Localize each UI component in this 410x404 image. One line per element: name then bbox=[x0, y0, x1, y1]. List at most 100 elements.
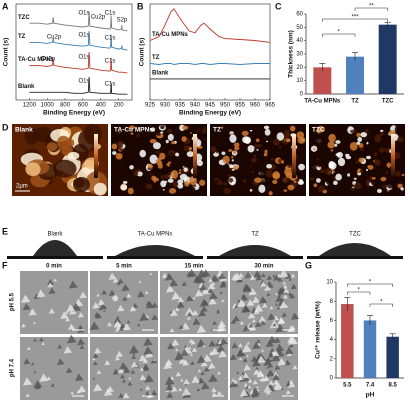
sem-texture bbox=[116, 281, 121, 286]
afm-texture bbox=[371, 177, 376, 180]
y-tick-label: 8 bbox=[330, 299, 334, 305]
sem-texture bbox=[103, 388, 113, 397]
sem-texture bbox=[41, 341, 45, 346]
afm-image bbox=[12, 123, 108, 196]
droplet bbox=[33, 240, 77, 256]
sem-texture bbox=[267, 312, 276, 321]
sem-texture bbox=[212, 320, 217, 326]
sem-texture bbox=[192, 317, 201, 326]
sem-texture bbox=[288, 278, 292, 281]
sem-texture bbox=[277, 277, 283, 282]
afm-title: Blank bbox=[15, 127, 33, 134]
sem-texture bbox=[187, 269, 197, 278]
afm-texture bbox=[157, 163, 163, 169]
sem-texture bbox=[197, 369, 202, 373]
sem-texture bbox=[208, 340, 217, 347]
sem-texture bbox=[288, 336, 299, 345]
y-axis-label: Cu²⁺ release (wt%) bbox=[315, 301, 322, 359]
significance-label: * bbox=[357, 288, 360, 294]
sem-texture bbox=[230, 319, 237, 324]
afm-texture bbox=[251, 157, 258, 163]
afm-texture bbox=[337, 157, 346, 167]
afm-texture bbox=[340, 192, 345, 196]
sem-texture bbox=[200, 305, 208, 312]
sem-texture bbox=[113, 297, 119, 302]
significance-label: * bbox=[369, 280, 372, 286]
afm-texture bbox=[220, 136, 225, 140]
sem-texture bbox=[192, 310, 199, 316]
afm-texture bbox=[360, 168, 366, 173]
afm-texture bbox=[116, 140, 124, 147]
afm-texture bbox=[111, 133, 119, 140]
sem-texture bbox=[129, 305, 137, 312]
bar bbox=[386, 336, 399, 378]
sem-texture bbox=[181, 281, 188, 287]
y-tick-label: 0 bbox=[330, 376, 334, 382]
sem-texture bbox=[259, 320, 266, 326]
afm-texture bbox=[150, 127, 156, 132]
afm-texture bbox=[358, 157, 365, 163]
afm-texture bbox=[373, 152, 378, 157]
afm-texture bbox=[189, 175, 197, 186]
sem-texture bbox=[122, 392, 130, 399]
sem-texture bbox=[283, 288, 290, 294]
error-bar bbox=[319, 63, 326, 72]
afm-texture bbox=[112, 151, 117, 155]
afm-texture bbox=[310, 164, 314, 167]
afm-texture bbox=[328, 133, 336, 143]
sem-texture bbox=[265, 357, 272, 363]
substrate bbox=[107, 256, 203, 259]
x-tick-label: 960 bbox=[250, 103, 261, 109]
afm-texture bbox=[142, 137, 147, 142]
sem-texture bbox=[102, 309, 106, 312]
plot-frame bbox=[15, 3, 133, 101]
panel-label: B bbox=[137, 1, 144, 11]
afm-texture bbox=[57, 135, 70, 150]
peak-label: O1s bbox=[78, 33, 89, 39]
sem-texture bbox=[101, 289, 107, 295]
panel-label: A bbox=[2, 1, 9, 11]
sem-texture bbox=[270, 347, 275, 352]
afm-texture bbox=[318, 135, 324, 139]
sem-texture bbox=[281, 312, 287, 318]
x-axis-label: Binding Energy (eV) bbox=[43, 110, 105, 117]
sem-texture bbox=[92, 357, 96, 361]
afm-texture bbox=[268, 153, 272, 157]
sem-texture bbox=[250, 387, 261, 396]
panel-label: G bbox=[305, 260, 312, 270]
afm-texture bbox=[118, 131, 121, 133]
sem-texture bbox=[248, 323, 254, 328]
sem-texture bbox=[188, 338, 194, 343]
afm-texture bbox=[129, 125, 136, 130]
significance-label: *** bbox=[351, 15, 359, 21]
sem-texture bbox=[165, 359, 173, 366]
significance-bracket bbox=[347, 283, 393, 287]
afm-texture bbox=[170, 152, 173, 155]
sem-texture bbox=[177, 296, 185, 303]
afm-texture bbox=[231, 168, 235, 171]
afm-texture bbox=[146, 155, 150, 158]
sem-texture bbox=[50, 383, 55, 387]
sem-texture bbox=[78, 324, 83, 330]
sem-texture bbox=[118, 393, 124, 398]
series-line bbox=[29, 76, 128, 95]
afm-texture bbox=[353, 177, 357, 180]
afm-texture bbox=[258, 184, 266, 193]
sem-texture bbox=[276, 306, 281, 310]
afm-texture bbox=[276, 132, 285, 141]
afm-texture bbox=[345, 153, 350, 157]
sem-texture bbox=[197, 269, 207, 279]
sem-texture bbox=[66, 334, 77, 344]
sem-texture bbox=[261, 349, 265, 352]
sem-texture bbox=[26, 346, 31, 351]
sem-image bbox=[90, 337, 158, 400]
sem-texture bbox=[175, 348, 179, 352]
contact-angle-title: TZC bbox=[349, 232, 361, 238]
afm-texture bbox=[222, 155, 230, 164]
sem-texture bbox=[178, 387, 183, 392]
afm-texture bbox=[263, 125, 270, 130]
afm-texture bbox=[400, 187, 404, 191]
afm-texture bbox=[395, 179, 401, 183]
afm-texture bbox=[247, 145, 255, 153]
afm-texture bbox=[52, 159, 77, 178]
